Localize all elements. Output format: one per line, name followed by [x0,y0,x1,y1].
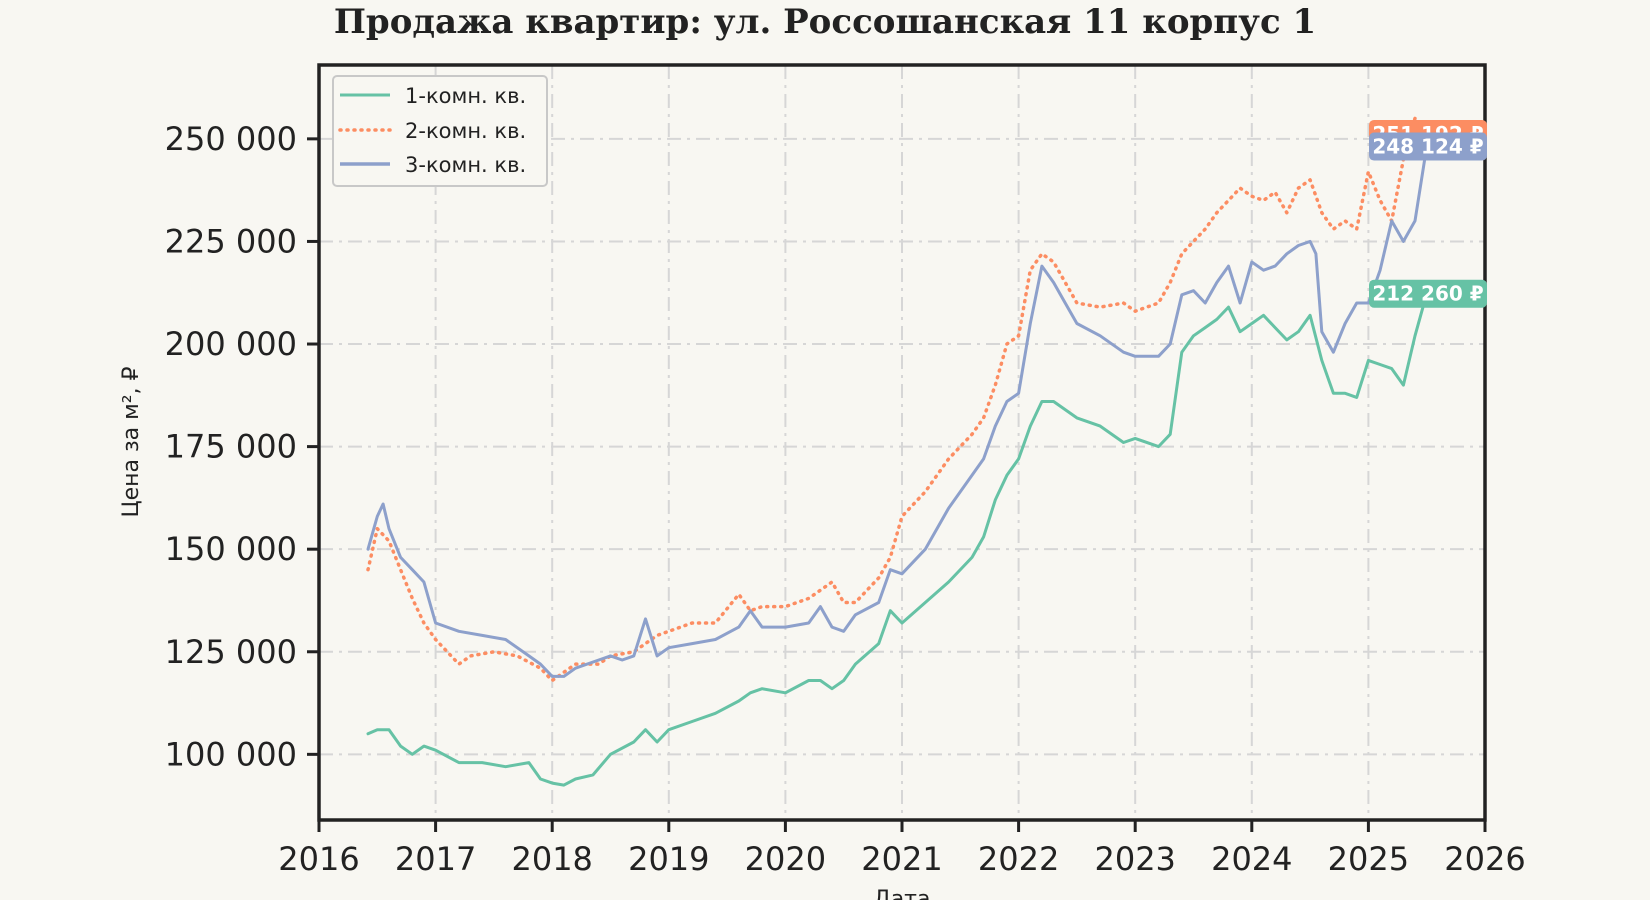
end-label-background [1369,132,1487,161]
x-tick-label: 2021 [861,840,942,878]
y-tick-label: 200 000 [165,325,297,363]
end-labels: 251 192 ₽248 124 ₽212 260 ₽ [1369,119,1487,308]
end-label-text: 212 260 ₽ [1372,282,1483,306]
x-tick-label: 2018 [511,840,592,878]
x-tick-label: 2020 [745,840,826,878]
series-lines [366,116,1429,787]
x-tick-label: 2026 [1444,840,1525,878]
legend-box [332,75,548,187]
x-tick-label: 2017 [395,840,476,878]
legend-label-1k: 1-комн. кв. [405,84,526,108]
end-label-text: 248 124 ₽ [1372,135,1483,159]
series-line-1k [366,292,1429,787]
legend-label-2k: 2-комн. кв. [405,119,526,143]
y-tick-label: 250 000 [165,120,297,158]
legend: 1-комн. кв. 2-комн. кв. 3-комн. кв. [332,75,548,187]
x-tick-label: 2024 [1211,840,1292,878]
x-tick-label: 2025 [1328,840,1409,878]
end-label-background [1369,279,1487,308]
x-axis-label: Дата [874,887,931,900]
series-line-3k [366,145,1429,678]
x-axis: 2016 2017 2018 2019 2020 2021 2022 2023 2024 2025… [278,820,1526,878]
x-tick-label: 2019 [628,840,709,878]
y-axis-label: Цена за м², ₽ [119,366,144,517]
chart-title: Продажа квартир: ул. Россошанская 11 кор… [334,2,1316,42]
end-label-1k: 212 260 ₽ [1369,279,1487,308]
x-tick-label: 2023 [1094,840,1175,878]
y-tick-label: 125 000 [165,633,297,671]
end-label-3k: 248 124 ₽ [1369,132,1487,161]
y-axis: 100 000 125 000 150 000 175 000 200 000 225 0… [165,120,319,773]
y-tick-label: 100 000 [165,735,297,773]
series-line-2k [366,116,1429,683]
legend-label-3k: 3-комн. кв. [405,153,526,177]
x-tick-label: 2022 [978,840,1059,878]
y-tick-label: 175 000 [165,428,297,466]
y-tick-label: 225 000 [165,222,297,260]
y-tick-label: 150 000 [165,530,297,568]
x-tick-label: 2016 [278,840,359,878]
